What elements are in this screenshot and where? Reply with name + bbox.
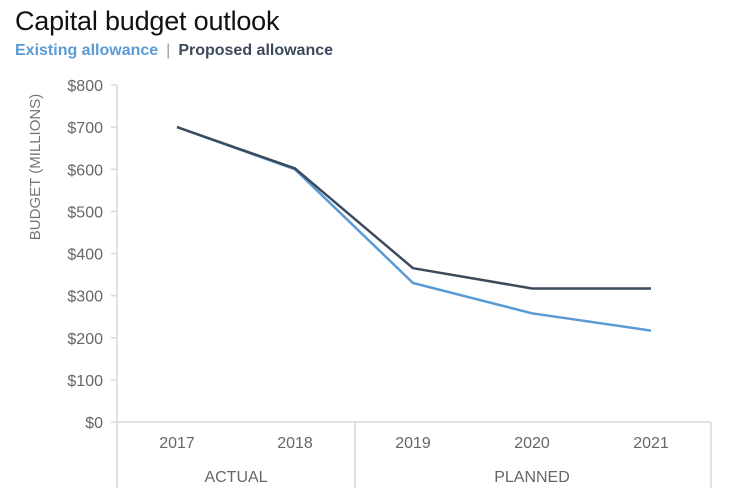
y-tick-label: $400 [67, 247, 103, 264]
series-lines [176, 125, 652, 332]
x-group-label: ACTUAL [204, 469, 267, 486]
x-tick-label: 2018 [277, 435, 313, 452]
legend: Existing allowance | Proposed allowance [15, 42, 333, 60]
x-group-label: PLANNED [494, 469, 570, 486]
y-tick-label: $800 [67, 78, 103, 95]
legend-separator: | [166, 42, 171, 59]
y-tick-label: $300 [67, 289, 103, 306]
chart-title: Capital budget outlook [15, 6, 280, 36]
y-tick-label: $500 [67, 204, 103, 221]
legend-proposed-allowance: Proposed allowance [178, 42, 334, 59]
y-tick-label: $200 [67, 331, 103, 348]
y-tick-label: $100 [67, 373, 103, 390]
y-tick-label: $600 [67, 162, 103, 179]
y-tick-label: $0 [85, 415, 103, 432]
series-line-existing-allowance [176, 125, 652, 332]
axes [116, 85, 712, 488]
x-tick-label: 2021 [633, 435, 669, 452]
x-tick-label: 2019 [395, 435, 431, 452]
x-tick-label: 2020 [514, 435, 550, 452]
legend-existing-allowance: Existing allowance [15, 42, 159, 59]
y-axis-label: BUDGET (MILLIONS) [27, 94, 44, 240]
y-ticks: $0 $100 $200 $300 $400 $500 $600 $700 $800 [67, 78, 117, 432]
y-tick-label: $700 [67, 120, 103, 137]
x-tick-label: 2017 [159, 435, 195, 452]
series-line-proposed-allowance [176, 125, 651, 290]
x-ticks: 2017 2018 2019 2020 2021 ACTUAL PLANNED [159, 435, 669, 486]
